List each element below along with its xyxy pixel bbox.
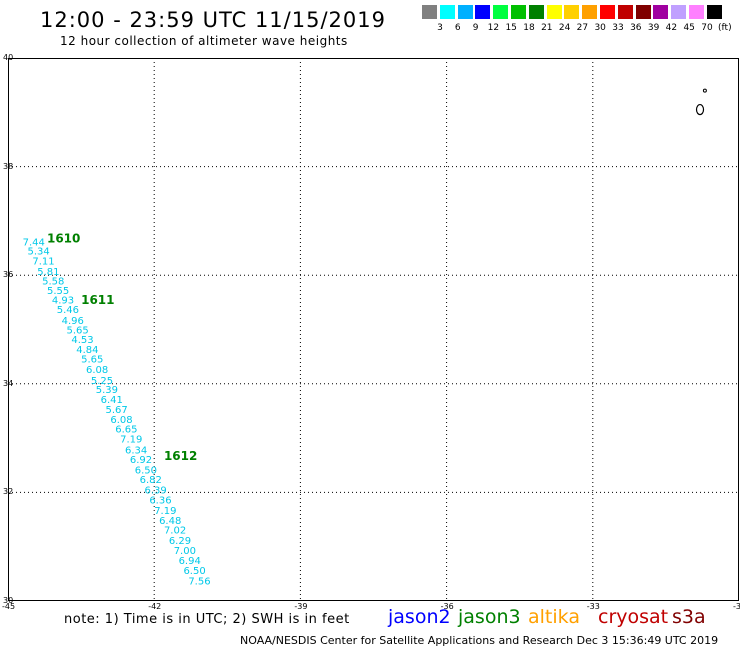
- swh-value-label: 6.08: [110, 415, 132, 426]
- legend-label: 6: [454, 23, 461, 33]
- swh-value-label: 7.19: [120, 434, 142, 445]
- swh-value-label: 5.65: [81, 355, 103, 366]
- swh-value-label: 6.48: [159, 516, 181, 527]
- legend-label: 3: [437, 23, 443, 33]
- legend-label: 24: [558, 23, 571, 33]
- legend-swatch: [617, 5, 633, 19]
- swh-value-label: 4.84: [76, 345, 98, 356]
- page-subtitle: 12 hour collection of altimeter wave hei…: [60, 34, 348, 48]
- x-tick-label: -45: [2, 602, 16, 611]
- swh-value-label: 7.44: [23, 237, 45, 248]
- legend-label: 42: [665, 23, 678, 33]
- swh-value-label: 6.41: [101, 395, 123, 406]
- swh-value-label: 7.56: [188, 577, 210, 588]
- units-note: note: 1) Time is in UTC; 2) SWH is in fe…: [64, 612, 350, 627]
- swh-value-label: 6.36: [149, 495, 171, 506]
- legend-label: 30: [594, 23, 606, 33]
- x-tick-label: -39: [294, 602, 308, 611]
- swh-value-label: 6.92: [130, 455, 152, 466]
- y-tick-label: 32: [3, 487, 14, 497]
- swh-value-label: 4.96: [62, 316, 84, 327]
- legend-label: 18: [523, 23, 535, 33]
- swh-value-label: 4.93: [52, 295, 74, 306]
- legend-label: 45: [683, 23, 695, 33]
- satellite-cryosat: cryosat: [598, 606, 669, 628]
- swh-value-label: 6.50: [135, 465, 157, 476]
- pass-time-label: 1610: [47, 232, 80, 246]
- x-tick-label: -42: [148, 602, 162, 611]
- swh-value-label: 5.46: [57, 305, 79, 316]
- swh-value-label: 6.50: [183, 566, 205, 577]
- swh-value-label: 5.34: [27, 247, 49, 258]
- legend-swatch: [457, 5, 473, 19]
- pass-time-label: 1611: [81, 293, 114, 307]
- satellite-jason3: jason3: [458, 606, 521, 628]
- legend-swatch: [653, 5, 669, 19]
- swh-value-label: 7.11: [32, 256, 54, 267]
- legend-swatch: [600, 5, 615, 19]
- legend-swatch: [511, 5, 526, 19]
- legend-swatch: [493, 5, 509, 19]
- swh-value-label: 7.19: [154, 506, 176, 517]
- legend-swatch: [422, 5, 437, 19]
- swh-value-label: 7.00: [174, 546, 196, 557]
- legend-swatch: [689, 5, 704, 19]
- swh-value-label: 6.82: [140, 475, 162, 486]
- y-tick-label: 34: [3, 378, 14, 388]
- legend-label: (ft): [718, 23, 732, 33]
- swh-value-label: 6.34: [125, 445, 147, 456]
- legend-swatch: [671, 5, 687, 19]
- legend-swatch: [706, 5, 722, 19]
- page-title: 12:00 - 23:59 UTC 11/15/2019: [40, 8, 386, 32]
- island-shape: [695, 103, 705, 116]
- legend-swatch: [635, 5, 651, 19]
- swh-value-label: 5.67: [105, 405, 127, 416]
- map-plot: 7.44 5.34 7.11 5.81 5.58 5.55 4.93 5.46 4.96 5.65…: [8, 58, 739, 601]
- legend-label: 36: [630, 23, 642, 33]
- legend-swatch: [439, 5, 455, 19]
- map-canvas: 7.445.347.115.815.585.554.935.464.965.65…: [8, 58, 739, 601]
- legend-label: 33: [612, 23, 624, 33]
- swh-value-label: 6.39: [144, 485, 166, 496]
- legend-swatch: [564, 5, 580, 19]
- swh-value-label: 5.39: [96, 385, 118, 396]
- swh-value-label: 4.53: [71, 335, 93, 346]
- swh-value-label: 6.08: [86, 365, 108, 376]
- legend-label: 15: [505, 23, 517, 33]
- legend-label: 70: [701, 23, 713, 33]
- x-tick-label: -33: [586, 602, 600, 611]
- swh-value-label: 6.29: [169, 536, 191, 547]
- swh-value-label: 7.02: [164, 526, 186, 537]
- legend-label: 21: [541, 23, 553, 33]
- swh-value-label: 5.81: [37, 267, 59, 278]
- y-tick-label: 30: [3, 596, 14, 605]
- legend-label: 27: [576, 23, 589, 33]
- credit-line: NOAA/NESDIS Center for Satellite Applica…: [240, 634, 719, 647]
- y-tick-label: 36: [3, 270, 14, 280]
- legend-swatch: [475, 5, 491, 19]
- pass-time-label: 1612: [164, 449, 197, 463]
- swh-value-label: 5.58: [42, 276, 64, 287]
- satellite-altika: altika: [528, 606, 580, 628]
- swh-value-label: 6.65: [115, 425, 137, 436]
- map-frame: [8, 58, 739, 601]
- legend-label: 12: [487, 23, 500, 33]
- y-tick-label: 40: [3, 53, 14, 62]
- swh-value-label: 6.94: [179, 556, 201, 567]
- legend-swatch: [582, 5, 598, 19]
- swh-value-label: 5.55: [47, 286, 69, 297]
- legend-label: 9: [472, 23, 479, 33]
- x-tick-label: -36: [440, 602, 454, 611]
- y-tick-label: 38: [3, 161, 14, 171]
- swh-value-label: 5.25: [91, 376, 113, 387]
- x-tick-label: -30: [733, 602, 740, 611]
- island-shape: [702, 88, 707, 93]
- satellite-s3a: s3a: [672, 606, 706, 628]
- legend-swatch: [528, 5, 544, 19]
- legend-swatch: [546, 5, 562, 19]
- legend-label: 39: [647, 23, 660, 33]
- swh-value-label: 5.65: [66, 325, 88, 336]
- satellite-jason2: jason2: [388, 606, 451, 628]
